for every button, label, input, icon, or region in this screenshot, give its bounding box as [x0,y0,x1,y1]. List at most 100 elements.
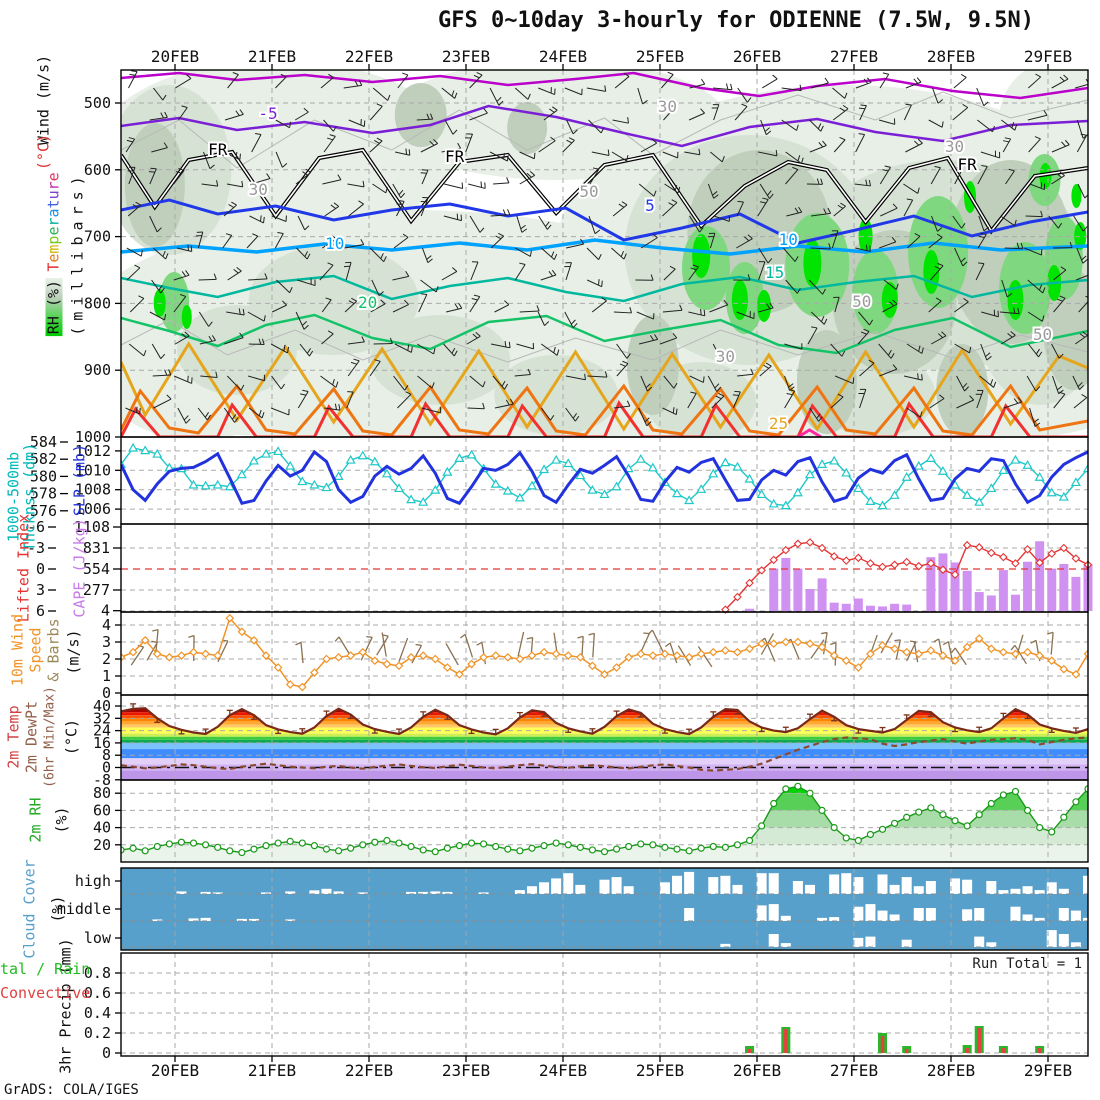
cloud-bar [708,877,719,894]
li-tick: -6 [27,518,45,536]
wind-barb [859,105,867,121]
thickness-marker [792,487,803,497]
wind-barb [1072,375,1080,390]
wind-barb [1027,76,1042,89]
wind10m-marker [261,651,271,660]
wind-barb [392,275,409,281]
wind-tick: 0 [102,684,111,702]
cloud-bar [1034,917,1045,921]
wind-barb [537,311,545,326]
cloud-bar [514,890,525,894]
wind-barb [173,274,190,281]
cloud-bar [684,871,695,894]
wind-barb [854,183,871,187]
wind-barb [443,215,462,222]
wind-barb [299,343,310,357]
rh2m-marker [274,839,282,847]
contour-label: FR [445,147,465,166]
wind-barb [616,363,629,377]
rh2m-marker [359,841,367,849]
wind-barb [784,343,803,350]
wind-barb [222,235,233,249]
cloud-bar [974,936,985,947]
thickness-marker [671,488,683,498]
wind10m-panel [121,612,1088,695]
rh2m-marker [854,836,862,845]
wind10m-marker [515,654,525,664]
rh2m-marker [177,838,186,846]
wind10m-marker [121,652,126,662]
wind-barb [347,360,360,377]
thickness-marker [841,467,852,477]
x-tick-label-bottom: 22FEB [345,1061,393,1080]
wind10m-marker [938,651,948,660]
cape-bar [805,589,815,611]
wind-barb [613,405,630,409]
temp-contour--10 [121,71,1088,100]
cloud-bar [1070,910,1081,921]
wind10m-marker [914,649,924,659]
wind-barb [149,116,168,121]
rh-shading-blob [394,83,447,147]
rh2m-marker [661,843,669,851]
wind-barb [830,396,844,409]
wind-barb [660,74,674,89]
li-marker [999,552,1008,562]
contour-label: 10 [325,234,344,253]
wind-barb [809,119,822,132]
rh-tick: 40 [93,819,111,837]
wind10m-marker [201,649,210,659]
axis-title: CAPE (J/kg) [70,518,89,618]
cloud-bar [768,934,779,947]
rh2m-marker [987,799,995,808]
wind-barb [954,168,964,185]
li-tick: 6 [36,602,45,620]
wind-barb [514,264,526,281]
wind-barb [737,373,754,377]
wind-barb [832,108,849,121]
cloud-bar [563,873,574,894]
cloud-bar [732,884,743,894]
wind-barb [834,375,854,385]
cloud-bar [659,882,670,894]
thickness-marker [817,459,828,468]
pressure-tick: 700 [84,228,111,246]
cloud-bar [357,892,368,894]
temp-band [121,758,1088,765]
cape-bar [1010,594,1020,611]
wind10m-barb [360,637,373,661]
li-marker [938,565,948,574]
wind-barb [952,107,969,121]
precip-convective-bar [1037,1048,1042,1053]
rh2m-marker [443,844,451,852]
wind-barb [565,243,584,249]
rh-tick: 20 [93,836,111,854]
wind10m-marker [334,652,343,662]
thickness-marker [551,454,562,464]
thickness-marker [261,448,272,458]
wind-barb [688,112,705,121]
wind-barb [372,183,387,194]
cloud-bar [430,891,441,894]
wind-barb [999,311,1020,315]
wind-barb [832,87,846,99]
wind-barb [128,343,145,357]
rh2m-marker [189,839,198,847]
temp-contour-5 [121,198,1088,245]
axis-title: 10m Wind [8,613,27,687]
wind-barb [270,343,288,354]
temp-contour-pink [797,428,822,437]
wind10m-marker [986,644,996,654]
wind-barb [979,375,994,388]
cloud-bar [865,904,876,921]
wind-barb [639,338,658,345]
temp-tick: 32 [93,709,111,727]
wind-barb [224,113,244,121]
wind10m-marker [418,651,428,660]
temp-band [121,712,1088,716]
wind-barb [322,179,342,185]
wind10m-barb [651,629,665,654]
li-marker [950,570,960,579]
wind-barb [1076,247,1084,264]
wind-barb [490,214,510,217]
